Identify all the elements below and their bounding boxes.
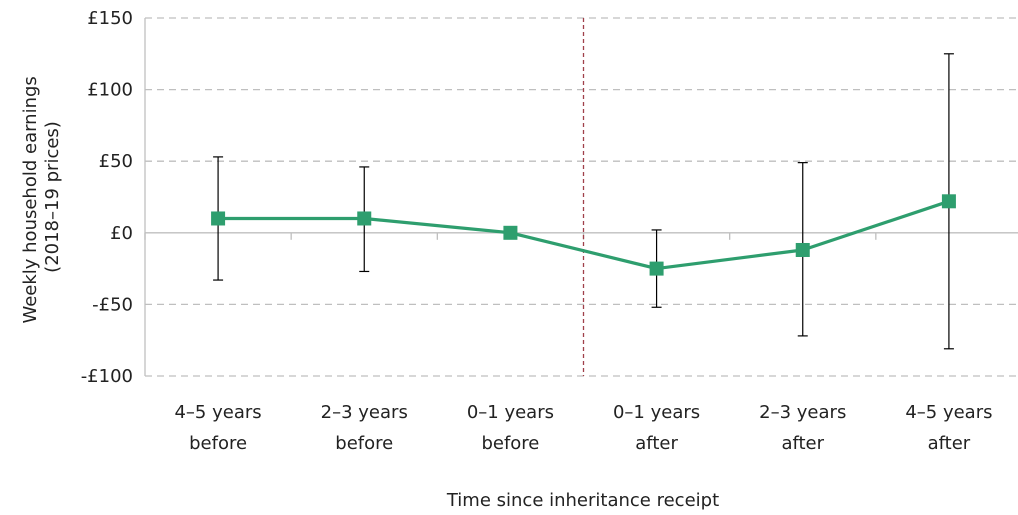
data-point-marker (503, 225, 518, 240)
axes (144, 18, 1018, 376)
x-tick-label-line: 4–5 years (905, 402, 992, 423)
x-tick-label-line: before (481, 433, 539, 454)
x-tick-label-line: after (635, 433, 678, 454)
gridlines (145, 17, 1018, 377)
data-point-marker (941, 194, 956, 209)
y-tick-label: -£50 (92, 294, 133, 315)
data-point-marker (357, 211, 372, 226)
x-tick-label-line: after (781, 433, 824, 454)
x-tick-labels: 4–5 years before 2–3 years before 0–1 years b… (174, 402, 992, 454)
y-tick-label: -£100 (81, 366, 133, 387)
x-tick-label-line: before (189, 433, 247, 454)
x-tick-label: 2–3 years before (321, 402, 408, 454)
y-tick-label: £150 (87, 8, 133, 29)
x-tick-label-line: 2–3 years (321, 402, 408, 423)
data-point-marker (795, 242, 810, 257)
y-tick-label: £100 (87, 80, 133, 101)
x-tick-label: 0–1 years before (467, 402, 554, 454)
series-line (218, 199, 950, 271)
y-axis-title-line-2: (2018–19 prices) (42, 121, 63, 273)
data-points (211, 194, 956, 276)
data-point-marker (649, 261, 664, 276)
x-tick-label-line: 0–1 years (467, 402, 554, 423)
y-axis-title-line-1: Weekly household earnings (20, 76, 41, 323)
y-tick-label: £0 (110, 223, 133, 244)
x-tick-label-line: 4–5 years (174, 402, 261, 423)
x-axis-title: Time since inheritance receipt (446, 490, 719, 511)
y-axis-title: Weekly household earnings (2018–19 price… (20, 70, 63, 323)
x-tick-label: 4–5 years before (174, 402, 261, 454)
x-tick-label-line: before (335, 433, 393, 454)
x-tick-label-line: 0–1 years (613, 402, 700, 423)
x-tick-label-line: 2–3 years (759, 402, 846, 423)
y-tick-labels: -£100 -£50 £0 £50 £100 £150 (81, 8, 133, 387)
x-tick-label: 2–3 years after (759, 402, 846, 454)
x-tick-label: 4–5 years after (905, 402, 992, 454)
series-line (218, 199, 950, 271)
data-point-marker (211, 211, 226, 226)
y-tick-label: £50 (99, 151, 133, 172)
x-tick-label-line: after (928, 433, 971, 454)
x-tick-label: 0–1 years after (613, 402, 700, 454)
